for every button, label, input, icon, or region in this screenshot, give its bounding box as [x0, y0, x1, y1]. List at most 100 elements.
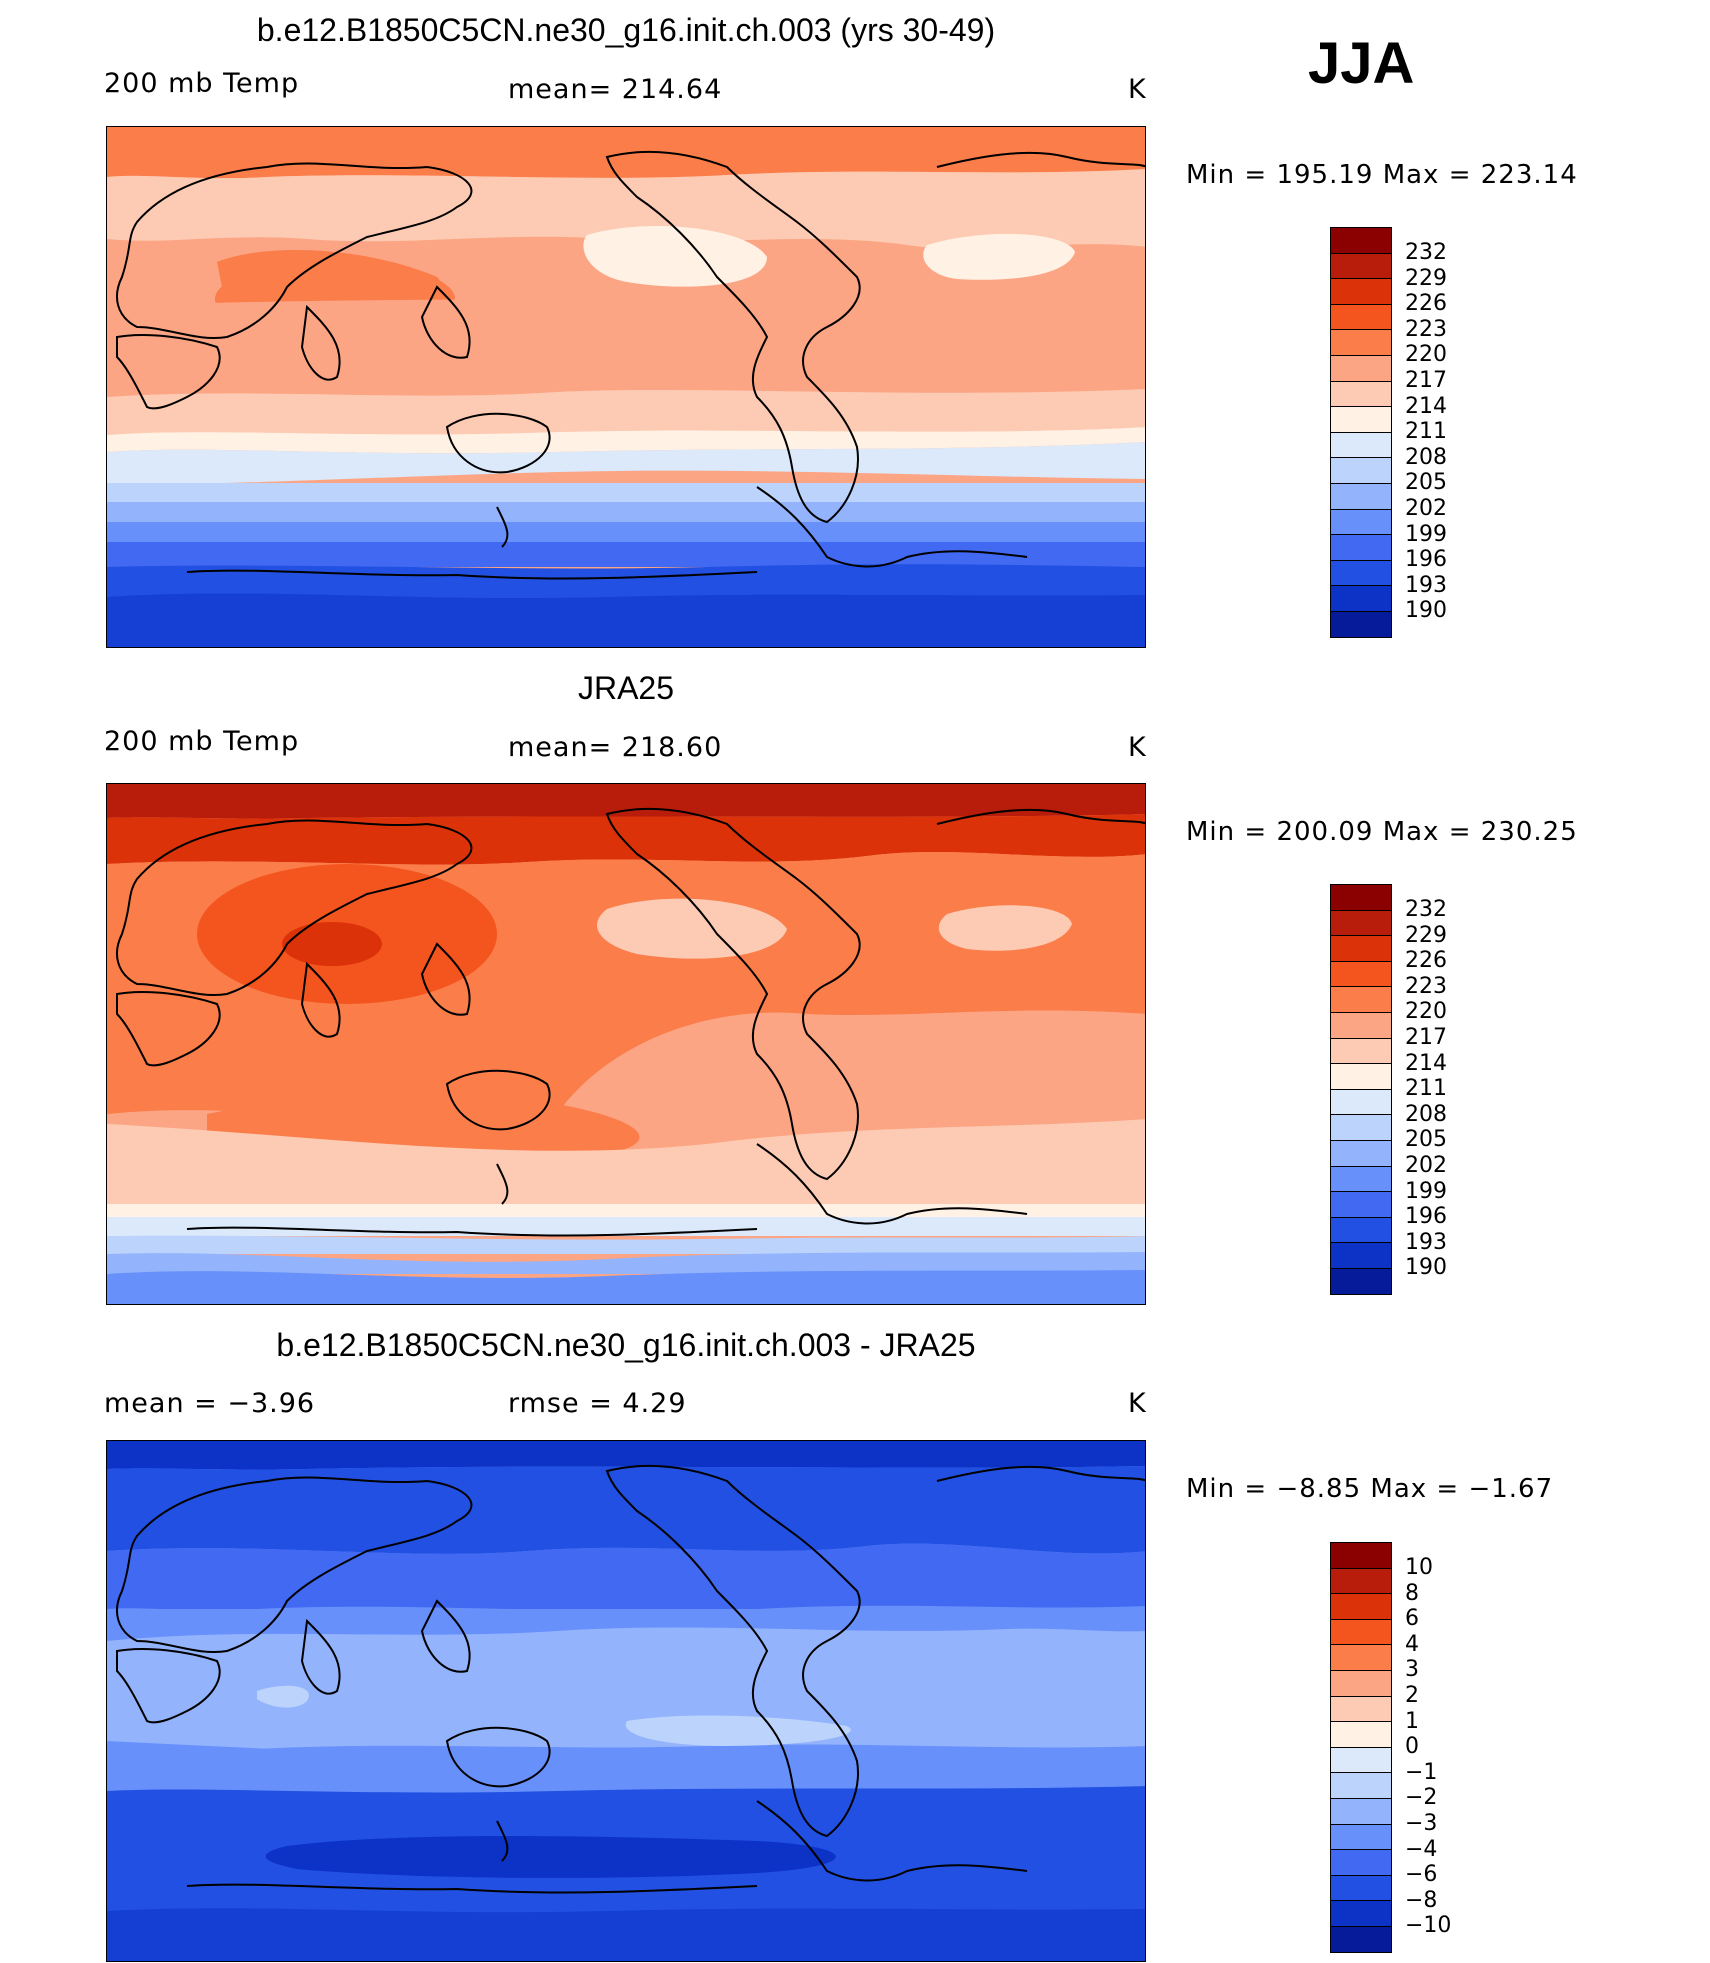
mean-label-diff: mean = −3.96 — [104, 1388, 316, 1419]
colorbar-swatch — [1330, 1669, 1392, 1696]
colorbar-label: 199 — [1405, 1178, 1447, 1204]
colorbar-swatch — [1330, 1242, 1392, 1268]
colorbar-label: 196 — [1405, 547, 1447, 573]
panel-title-model: b.e12.B1850C5CN.ne30_g16.init.ch.003 (yr… — [256, 12, 996, 48]
colorbar-label: 220 — [1405, 342, 1447, 368]
colorbar-label: 196 — [1405, 1204, 1447, 1230]
colorbar-swatch — [1330, 303, 1392, 330]
colorbar-swatch — [1330, 380, 1392, 407]
colorbar-swatch — [1330, 1011, 1392, 1038]
colorbar-label: 220 — [1405, 999, 1447, 1025]
mean-label-model: mean= 214.64 — [508, 74, 723, 105]
colorbar-swatch — [1330, 354, 1392, 381]
colorbar-swatch — [1330, 1695, 1392, 1722]
colorbar-label: −3 — [1405, 1811, 1438, 1836]
colorbar-swatch — [1330, 585, 1392, 611]
variable-label-obs: 200 mb Temp — [104, 726, 300, 757]
colorbar-swatch — [1330, 534, 1392, 560]
colorbar-label: 214 — [1405, 1050, 1447, 1076]
map-panel-diff — [106, 1440, 1146, 1962]
colorbar-label: 229 — [1405, 922, 1447, 948]
colorbar-swatch — [1330, 1567, 1392, 1594]
colorbar-label: 226 — [1405, 291, 1447, 317]
colorbar-swatch — [1330, 1849, 1392, 1875]
colorbar-swatch — [1330, 1925, 1392, 1953]
colorbar-label: 229 — [1405, 265, 1447, 291]
colorbar-label: 217 — [1405, 1025, 1447, 1050]
colorbar-swatch — [1330, 1746, 1392, 1773]
panel-title-diff: b.e12.B1850C5CN.ne30_g16.init.ch.003 - J… — [276, 1327, 976, 1363]
colorbar-swatch — [1330, 1088, 1392, 1115]
minmax-label-diff: Min = −8.85 Max = −1.67 — [1186, 1474, 1554, 1504]
colorbar-label: 10 — [1405, 1555, 1433, 1580]
colorbar-swatch — [1330, 1721, 1392, 1747]
colorbar-swatch — [1330, 329, 1392, 355]
colorbar-swatch — [1330, 457, 1392, 483]
colorbar-label: 217 — [1405, 368, 1447, 393]
colorbar-swatch — [1330, 1772, 1392, 1798]
colorbar-label: 4 — [1405, 1631, 1419, 1657]
colorbar-label: 8 — [1405, 1580, 1419, 1606]
colorbar-swatch — [1330, 960, 1392, 987]
colorbar-swatch — [1330, 1114, 1392, 1140]
colorbar-label: 232 — [1405, 240, 1447, 265]
colorbar-swatch — [1330, 1267, 1392, 1295]
map-panel-model — [106, 126, 1146, 648]
colorbar-label: 205 — [1405, 1127, 1447, 1153]
colorbar-label: 223 — [1405, 316, 1447, 342]
colorbar-swatch — [1330, 1191, 1392, 1217]
colorbar-swatch — [1330, 431, 1392, 458]
colorbar-label: −8 — [1405, 1887, 1438, 1913]
colorbar-swatch — [1330, 559, 1392, 586]
colorbar-label: −2 — [1405, 1785, 1438, 1811]
colorbar-swatch — [1330, 252, 1392, 279]
units-label-diff: K — [1128, 1388, 1147, 1419]
season-label: JJA — [1308, 31, 1415, 96]
colorbar-label: 0 — [1405, 1734, 1419, 1760]
colorbar-label: 193 — [1405, 1229, 1447, 1255]
colorbar-swatch — [1330, 884, 1392, 910]
colorbar-swatch — [1330, 1542, 1392, 1568]
colorbar-swatch — [1330, 1165, 1392, 1192]
colorbar-label: 2 — [1405, 1683, 1419, 1708]
colorbar-label: 226 — [1405, 948, 1447, 974]
colorbar-swatch — [1330, 1593, 1392, 1619]
map-panel-obs — [106, 783, 1146, 1305]
colorbar-label: 208 — [1405, 1101, 1447, 1127]
colorbar-swatch — [1330, 508, 1392, 535]
colorbar-label: 3 — [1405, 1657, 1419, 1683]
colorbar-swatch — [1330, 482, 1392, 509]
colorbar-swatch — [1330, 610, 1392, 638]
colorbar-swatch — [1330, 935, 1392, 961]
colorbar-swatch — [1330, 909, 1392, 936]
colorbar-label: 199 — [1405, 521, 1447, 547]
colorbar-model — [1330, 227, 1392, 638]
colorbar-label: 232 — [1405, 897, 1447, 922]
colorbar-label: 190 — [1405, 1255, 1447, 1281]
rmse-label-diff: rmse = 4.29 — [508, 1388, 687, 1419]
colorbar-label: 202 — [1405, 1153, 1447, 1178]
colorbar-swatch — [1330, 1644, 1392, 1670]
colorbar-swatch — [1330, 1063, 1392, 1089]
colorbar-swatch — [1330, 1216, 1392, 1243]
colorbar-label: −4 — [1405, 1836, 1438, 1862]
colorbar-label: 211 — [1405, 419, 1447, 445]
colorbar-label: −1 — [1405, 1759, 1438, 1785]
colorbar-swatch — [1330, 1618, 1392, 1645]
colorbar-swatch — [1330, 1823, 1392, 1850]
mean-label-obs: mean= 218.60 — [508, 732, 723, 763]
colorbar-diff — [1330, 1542, 1392, 1953]
colorbar-label: 211 — [1405, 1076, 1447, 1102]
units-label-obs: K — [1128, 732, 1147, 763]
colorbar-label: 1 — [1405, 1708, 1419, 1734]
colorbar-obs — [1330, 884, 1392, 1295]
colorbar-swatch — [1330, 227, 1392, 253]
colorbar-label: 193 — [1405, 572, 1447, 598]
colorbar-swatch — [1330, 1900, 1392, 1926]
variable-label-model: 200 mb Temp — [104, 68, 300, 99]
colorbar-label: 205 — [1405, 470, 1447, 496]
colorbar-label: −10 — [1405, 1913, 1452, 1939]
colorbar-label: 214 — [1405, 393, 1447, 419]
minmax-label-model: Min = 195.19 Max = 223.14 — [1186, 160, 1578, 190]
panel-title-obs: JRA25 — [577, 670, 675, 706]
